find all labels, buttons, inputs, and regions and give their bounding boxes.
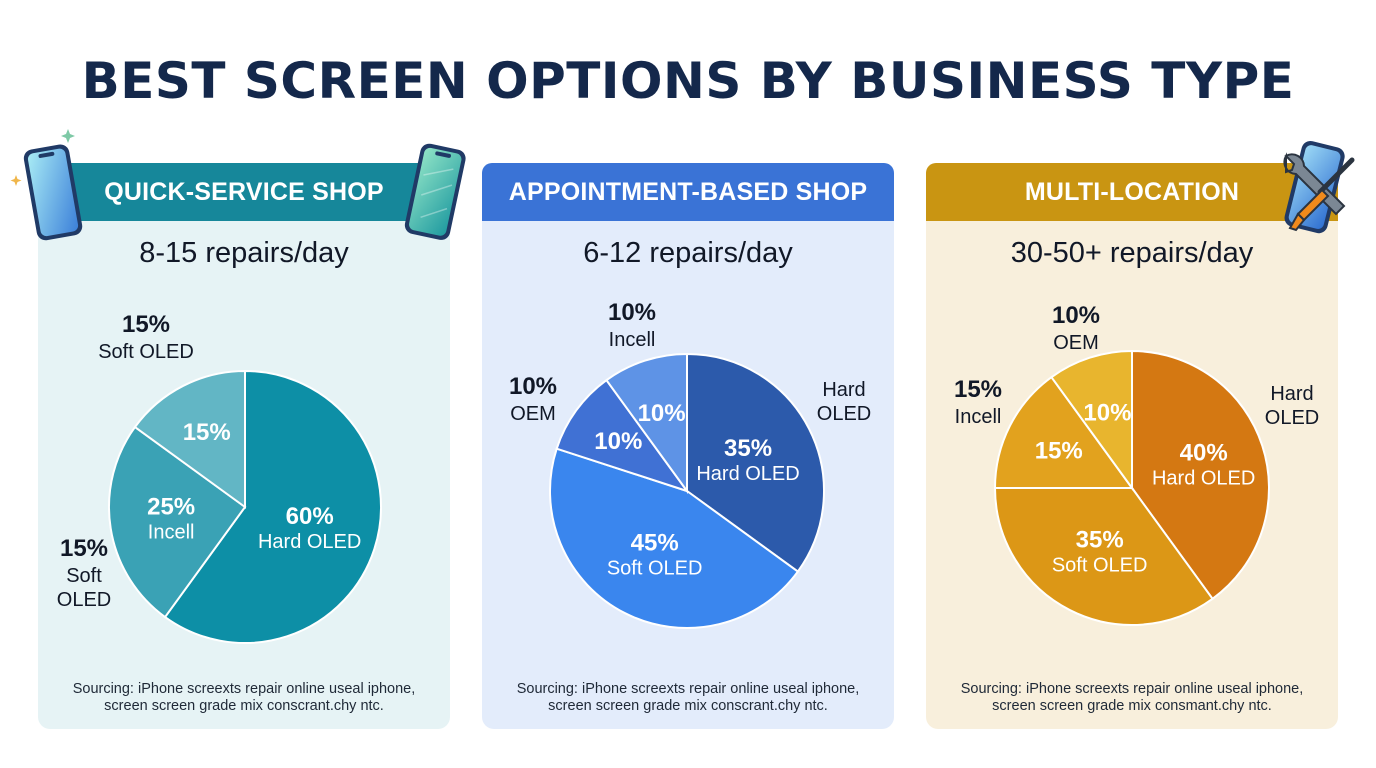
- smartphone-icon: [23, 144, 83, 241]
- pie-slice: [605, 352, 688, 495]
- sourcing-note: Sourcing: iPhone screexts repair online …: [516, 681, 860, 714]
- panel-header: QUICK-SERVICE SHOP: [38, 163, 450, 221]
- panel-appointment-based: APPOINTMENT-BASED SHOP 6-12 repairs/day …: [482, 163, 894, 729]
- pie-slice: [108, 425, 247, 619]
- slice-label: 15%: [1035, 438, 1083, 465]
- callout-label: Hard OLED: [816, 379, 872, 425]
- pie-slice: [686, 352, 825, 573]
- callout-label: 15% Soft OLED: [98, 311, 194, 363]
- sourcing-note: Sourcing: iPhone screexts repair online …: [72, 681, 416, 714]
- slice-label: 10%: [594, 428, 642, 455]
- pie-slice: [1050, 349, 1133, 492]
- slice-label: 15%: [183, 419, 231, 446]
- callout-label: Hard OLED: [1264, 383, 1320, 429]
- slice-label: 25% Incell: [147, 494, 195, 544]
- slice-label: 40% Hard OLED: [1152, 440, 1255, 490]
- pie-chart: 60% Hard OLED 25% Incell 15%: [108, 369, 382, 644]
- pie-slice: [993, 487, 1214, 626]
- pie-slice: [133, 369, 246, 509]
- callout-label: 15% Soft OLED: [56, 535, 112, 611]
- panel-header: MULTI-LOCATION: [926, 163, 1338, 221]
- slice-label: 60% Hard OLED: [258, 503, 361, 553]
- sourcing-note: Sourcing: iPhone screexts repair online …: [960, 681, 1304, 714]
- pie-slice: [163, 369, 382, 644]
- pie-slice: [993, 375, 1134, 489]
- screwdriver-icon: [1288, 157, 1355, 232]
- slice-label: 45% Soft OLED: [607, 529, 703, 579]
- slice-label: 10%: [638, 400, 686, 427]
- sparkle-icon: [10, 129, 75, 186]
- panel-multi-location: MULTI-LOCATION 30-50+ repairs/day 40% Har…: [926, 163, 1338, 729]
- panel-header: APPOINTMENT-BASED SHOP: [482, 163, 894, 221]
- page-title: BEST SCREEN OPTIONS BY BUSINESS TYPE: [81, 52, 1295, 110]
- pie-chart: 35% Hard OLED 45% Soft OLED 10%10%: [549, 352, 825, 629]
- repairs-per-day: 30-50+ repairs/day: [1010, 237, 1254, 269]
- pie-slice: [555, 378, 690, 493]
- slice-label: 10%: [1083, 399, 1131, 426]
- pie-slice: [549, 447, 800, 629]
- repairs-per-day: 6-12 repairs/day: [583, 237, 793, 269]
- pie-slice: [1131, 349, 1270, 601]
- callout-label: 10% OEM: [1051, 302, 1101, 354]
- repairs-per-day: 8-15 repairs/day: [139, 237, 349, 269]
- wrench-icon: [1283, 152, 1346, 216]
- callout-label: 15% Incell: [953, 376, 1003, 428]
- smartphone-icon: [404, 143, 466, 240]
- callout-label: 10% OEM: [508, 373, 558, 425]
- slice-label: 35% Soft OLED: [1052, 526, 1148, 576]
- panel-quick-service: QUICK-SERVICE SHOP 8-15 repairs/day 60% H…: [38, 163, 450, 729]
- slice-label: 35% Hard OLED: [696, 435, 799, 485]
- callout-label: 10% Incell: [607, 299, 657, 351]
